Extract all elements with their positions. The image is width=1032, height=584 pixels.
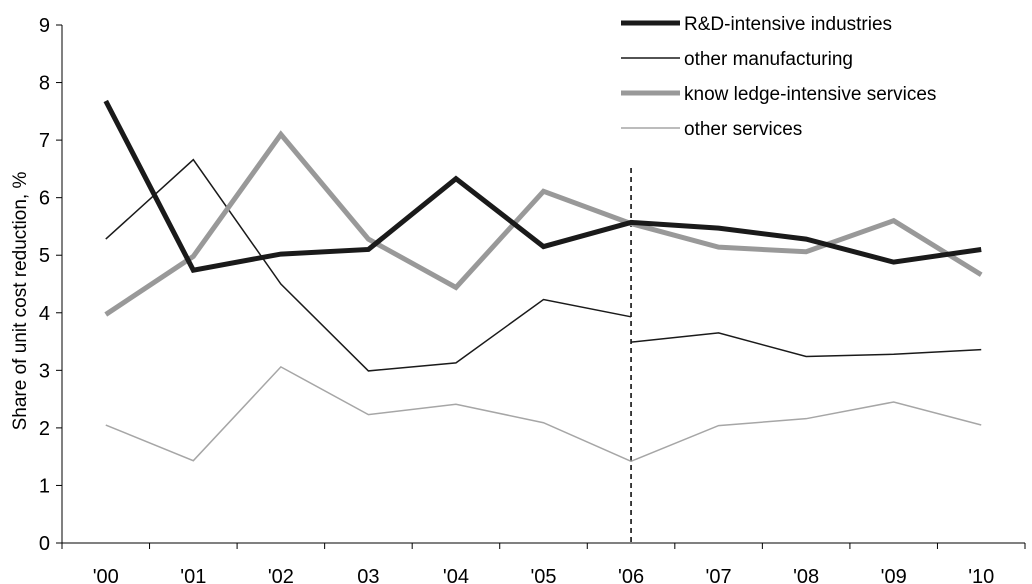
x-tick-label: '04 — [443, 566, 469, 584]
series-lines — [103, 99, 983, 543]
x-tick-label: '05 — [530, 566, 556, 584]
x-tick-label: 03 — [357, 566, 379, 584]
x-tick-label: '00 — [93, 566, 119, 584]
y-tick-label: 4 — [39, 303, 50, 325]
legend-label: other services — [684, 119, 802, 140]
legend-label: know ledge-intensive services — [684, 84, 936, 105]
legend: R&D-intensive industries other manufactur… — [621, 14, 936, 140]
y-tick-label: 6 — [39, 188, 50, 210]
x-tick-label: '07 — [706, 566, 732, 584]
x-tick-label: '01 — [180, 566, 206, 584]
x-tick-label: '02 — [268, 566, 294, 584]
series-line — [105, 365, 982, 463]
x-tick-label: '08 — [793, 566, 819, 584]
x-tick-label: '06 — [618, 566, 644, 584]
y-tick-label: 0 — [39, 533, 50, 555]
y-tick-label: 1 — [39, 475, 50, 497]
y-tick-label: 2 — [39, 418, 50, 440]
x-tick-label: '09 — [881, 566, 907, 584]
series-line — [104, 130, 983, 317]
x-tick-label: '10 — [968, 566, 994, 584]
y-axis-label: Share of unit cost reduction, % — [10, 172, 31, 431]
y-tick-label: 7 — [39, 130, 50, 152]
legend-label: other manufacturing — [684, 49, 853, 70]
legend-label: R&D-intensive industries — [684, 14, 892, 35]
y-tick-label: 9 — [39, 15, 50, 37]
axes: 0 1 2 3 4 5 6 7 8 9 '00 '01 '02 03 '04 '05 '06 '07 '08 '09 '… — [39, 15, 1026, 584]
series-line — [630, 332, 982, 358]
y-tick-label: 8 — [39, 73, 50, 95]
series-line — [103, 99, 982, 273]
series-line — [105, 158, 632, 372]
y-tick-label: 5 — [39, 245, 50, 267]
y-tick-label: 3 — [39, 360, 50, 382]
